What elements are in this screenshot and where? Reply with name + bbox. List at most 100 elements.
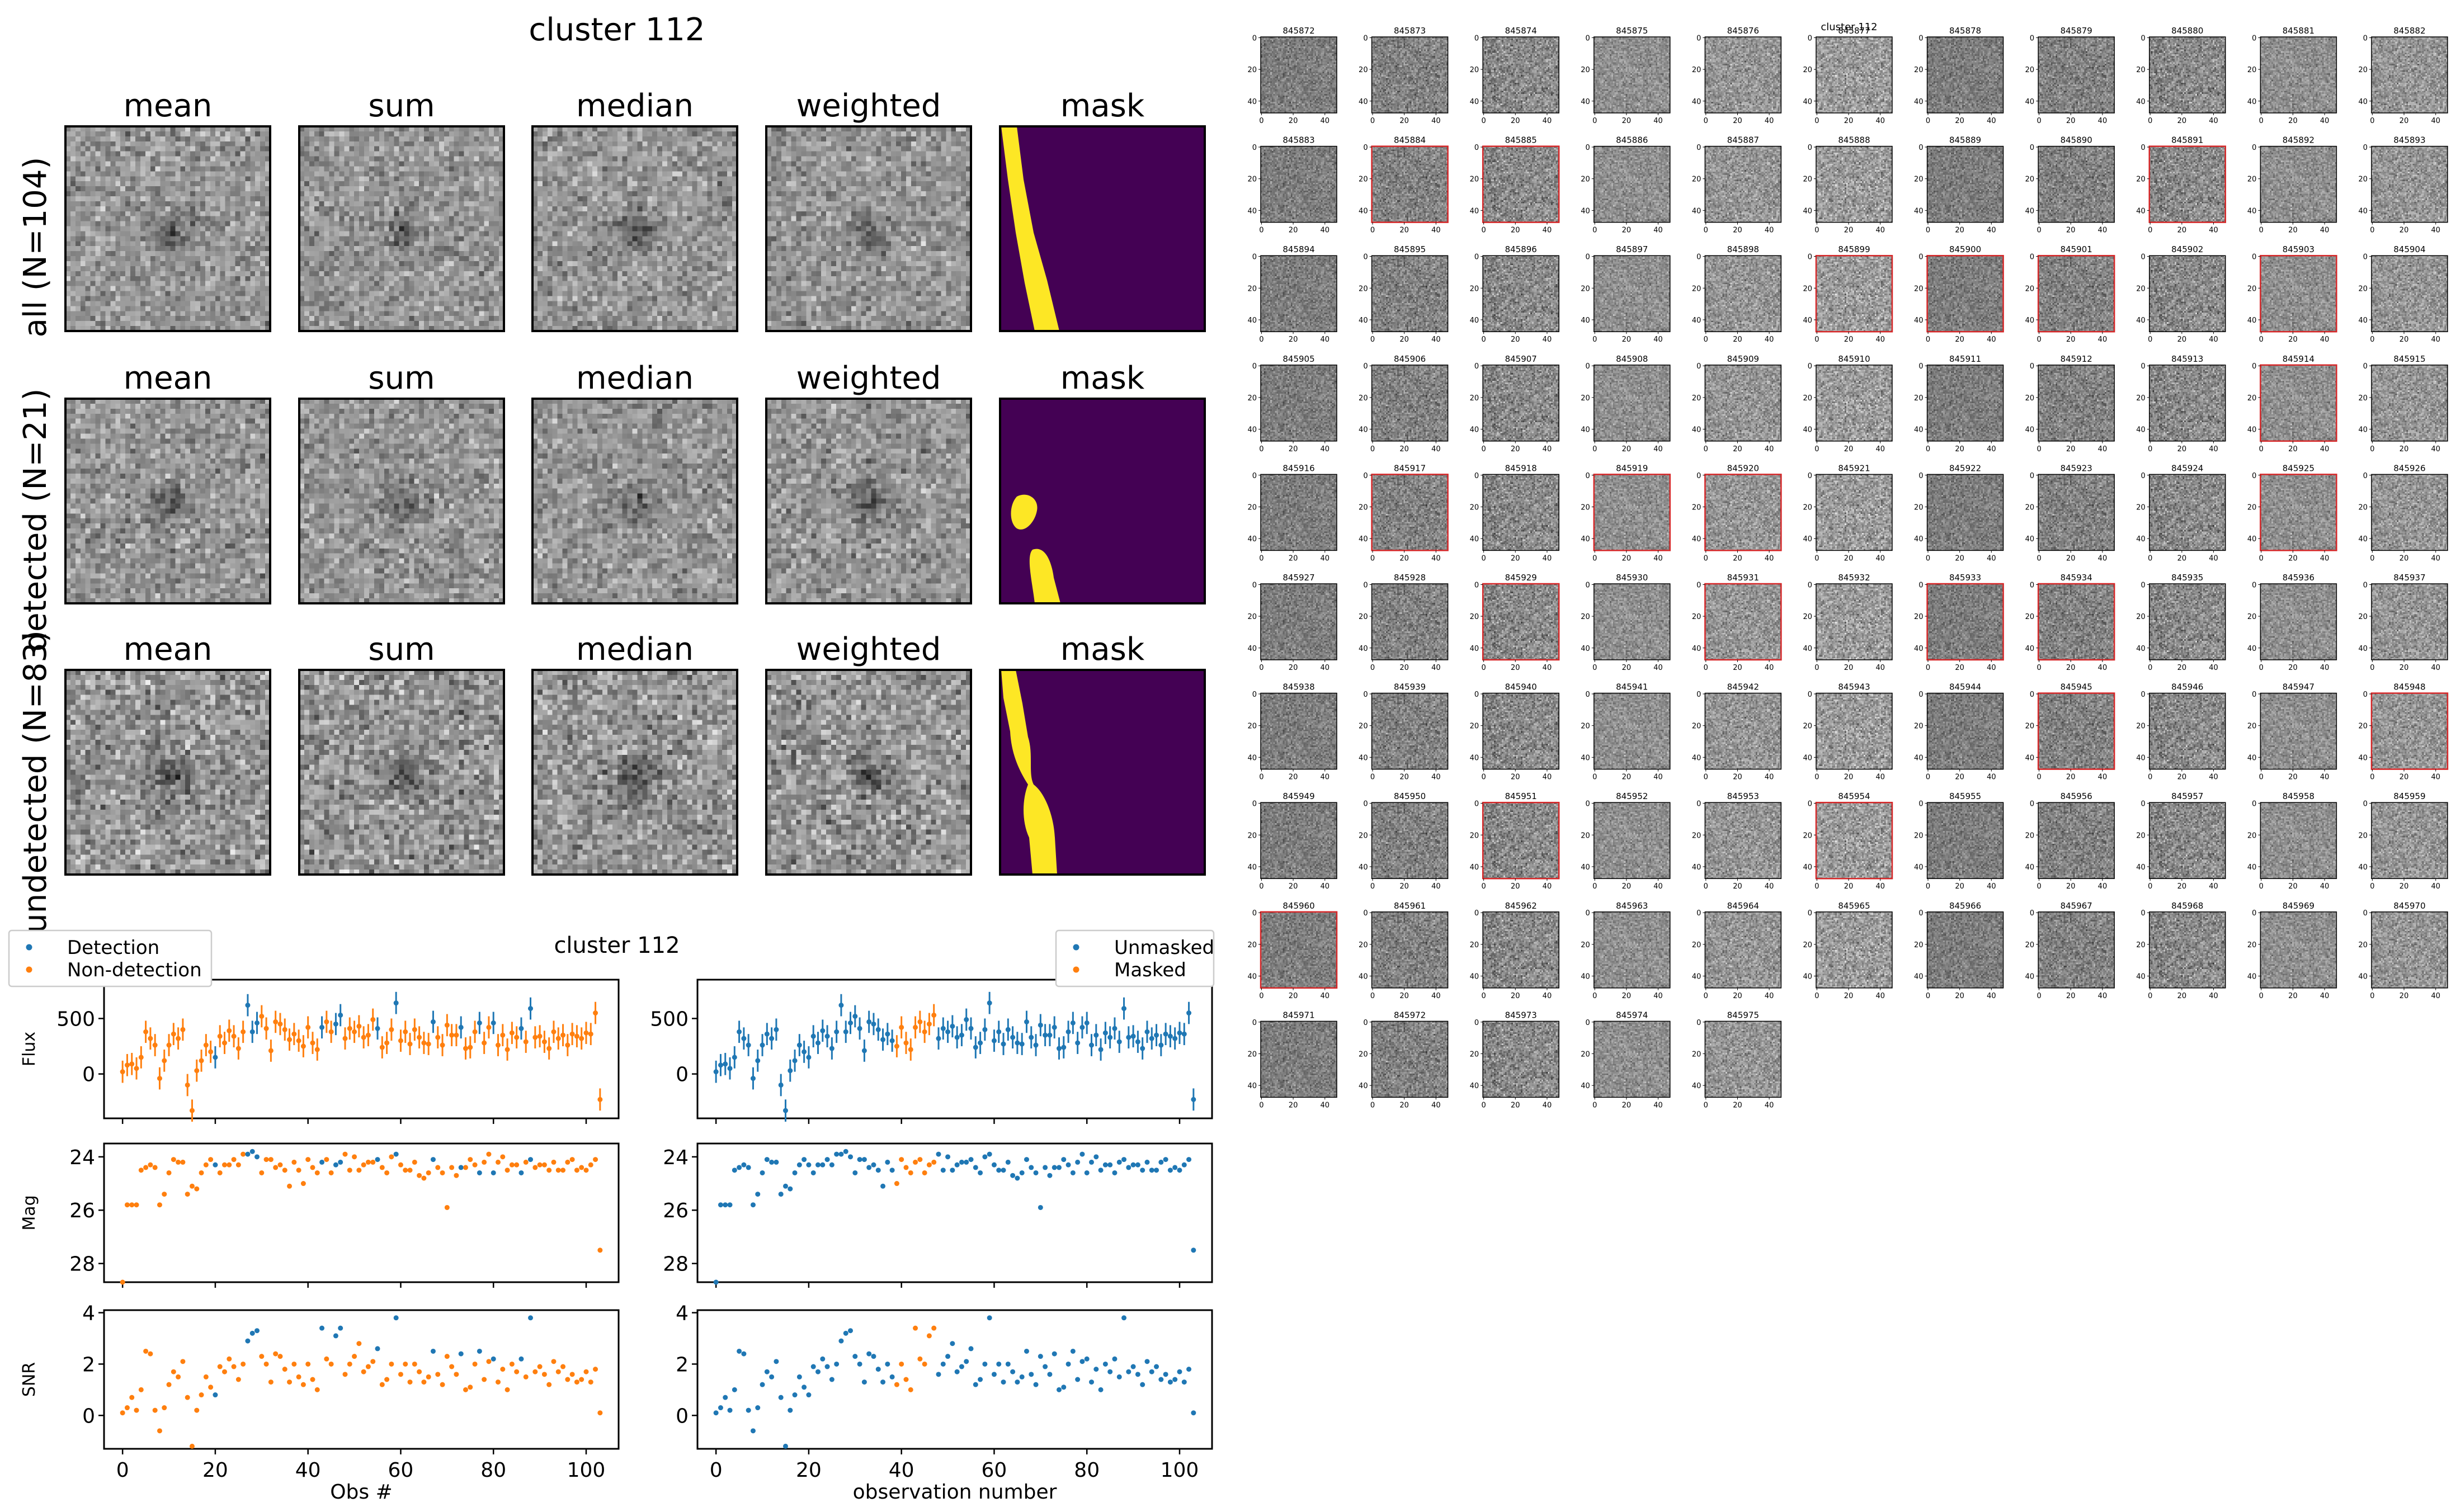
legend-label: Non-detection [67,959,202,981]
cutout-y-tick-label: 20 [2358,613,2368,621]
cutout-x-tick-label: 40 [1320,117,1329,125]
cutout-frame [1371,145,1449,223]
data-point [950,1341,955,1346]
data-point [583,1030,589,1036]
cutout-id-label: 845887 [1727,135,1759,145]
cutout-x-tick-label: 0 [1704,773,1708,782]
cutout-y-tick-label: 0 [1918,691,1923,699]
cutout-y-tick-label: 40 [1581,645,1590,653]
cutout-x-tick-label: 40 [1987,117,1996,125]
cutout-y-tick-label: 40 [1247,207,1257,215]
data-point [235,1377,241,1382]
data-point [732,1168,737,1173]
cutout-frame [1482,255,1559,332]
cutout-x-tick-label: 40 [1653,882,1663,891]
cutout-x-tick-label: 0 [2259,882,2264,891]
data-point [1102,1361,1108,1367]
cutout-x-tick-label: 40 [2209,773,2218,782]
data-point [259,1013,265,1019]
data-point [843,1029,848,1034]
cutout-id-label: 845960 [1283,901,1314,911]
data-point [959,1159,964,1165]
cutout-frame [1482,1020,1559,1098]
cutout-x-tick-label: 40 [1875,226,1885,235]
cutout-x-tick-label: 0 [1481,226,1486,235]
data-point [1084,1170,1090,1175]
data-point [940,1026,946,1031]
data-point [931,1325,937,1331]
cutout-y-tick-label: 40 [2358,426,2368,434]
data-point [249,1149,255,1154]
data-point [221,1040,227,1046]
cutout-y-tick-label: 0 [1808,362,1812,371]
cutout-y-tick-label: 0 [2141,144,2146,152]
cutout-x-tick-label: 20 [2066,226,2076,235]
cutout-x-tick-label: 0 [1704,882,1708,891]
image-frame [64,398,271,604]
cutout-y-tick-label: 0 [1252,1019,1257,1027]
data-point [435,1034,441,1040]
data-point [263,1361,269,1367]
data-point [162,1058,167,1064]
cutout-y-tick-label: 20 [1803,503,1812,512]
x-tick-label: 100 [567,1459,606,1482]
cutout-x-tick-label: 0 [1704,554,1708,563]
cutout-x-tick-label: 0 [1592,664,1597,672]
cutout-y-tick-label: 20 [1470,722,1479,731]
cutout-y-tick-label: 40 [2358,863,2368,872]
cutout-x-tick-label: 20 [1622,882,1632,891]
cutout-x-tick-label: 0 [2370,445,2374,453]
cutout-y-tick-label: 20 [1470,66,1479,74]
cutout-y-tick-label: 40 [2136,645,2146,653]
data-point [291,1361,297,1367]
cutout-y-tick-label: 40 [2025,535,2035,544]
cutout-y-tick-label: 0 [1474,909,1479,918]
data-point [365,1032,371,1038]
cutout-image [2038,474,2115,551]
data-point [477,1348,482,1354]
cutout-x-tick-label: 20 [1622,554,1632,563]
cutout-frame [1593,145,1671,223]
y-tick-label: 4 [676,1302,689,1325]
data-point [555,1168,561,1173]
cutout-x-tick-label: 40 [2320,445,2330,453]
data-point [393,1151,399,1157]
data-point [430,1348,436,1354]
stack-image [532,126,737,331]
cutout-x-tick-label: 0 [1704,117,1708,125]
data-point [157,1202,162,1208]
data-point [1186,1010,1192,1016]
cutout-y-tick-label: 20 [1359,285,1368,293]
data-point [189,1443,195,1449]
data-point [889,1038,895,1043]
data-point [143,1348,149,1354]
data-point [287,1037,293,1042]
cutout-id-label: 845952 [1616,791,1648,801]
cutout-x-tick-label: 20 [1844,882,1854,891]
cutout-x-tick-label: 20 [2066,664,2076,672]
cutout-y-tick-label: 0 [1696,34,1701,42]
cutout-x-tick-label: 0 [2036,336,2041,344]
data-point [1167,1168,1173,1173]
cutout-y-tick-label: 0 [1696,472,1701,480]
data-point [1089,1159,1095,1165]
data-point [810,1364,816,1369]
cutout-y-tick-label: 0 [2363,581,2368,589]
cutout-y-tick-label: 40 [1803,426,1812,434]
data-point [235,1046,241,1051]
cutout-frame [1260,1020,1337,1098]
cutout-id-label: 845975 [1727,1010,1759,1020]
cutout-image [2260,911,2337,988]
data-point [1191,1248,1196,1253]
cutout-id-label: 845910 [1838,354,1870,364]
cutout-y-tick-label: 40 [1581,426,1590,434]
cutout-frame [1593,1020,1671,1098]
legend-marker [26,944,32,951]
cutout-x-tick-label: 20 [1511,1101,1520,1109]
cutout-y-tick-label: 20 [1692,285,1701,293]
cutout-image [1371,911,1448,988]
cutout-y-tick-label: 40 [2025,754,2035,762]
